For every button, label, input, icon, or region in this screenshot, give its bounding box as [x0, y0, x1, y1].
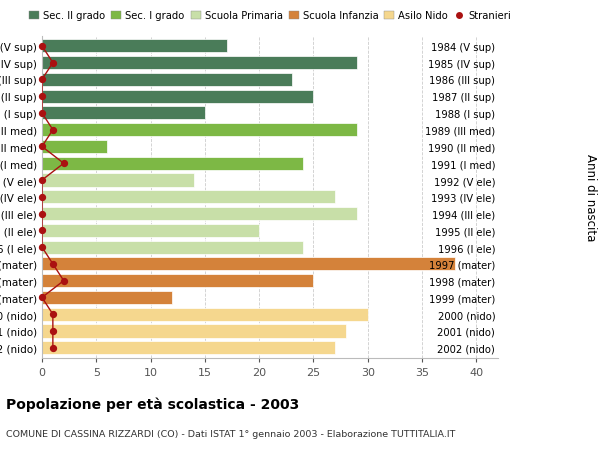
Bar	[42, 191, 335, 204]
Bar	[42, 90, 313, 103]
Point	[37, 294, 47, 302]
Bar	[42, 241, 302, 254]
Point	[37, 93, 47, 101]
Bar	[42, 107, 205, 120]
Point	[48, 328, 58, 335]
Point	[37, 227, 47, 235]
Point	[37, 210, 47, 218]
Bar	[42, 207, 357, 221]
Point	[48, 60, 58, 67]
Bar	[42, 258, 455, 271]
Bar	[42, 291, 172, 304]
Bar	[42, 74, 292, 87]
Point	[37, 144, 47, 151]
Point	[48, 344, 58, 352]
Point	[37, 244, 47, 251]
Bar	[42, 157, 302, 170]
Point	[59, 277, 68, 285]
Bar	[42, 341, 335, 354]
Bar	[42, 274, 313, 288]
Bar	[42, 174, 194, 187]
Bar	[42, 57, 357, 70]
Bar	[42, 124, 357, 137]
Point	[48, 261, 58, 268]
Point	[37, 43, 47, 50]
Text: Popolazione per età scolastica - 2003: Popolazione per età scolastica - 2003	[6, 397, 299, 412]
Point	[37, 110, 47, 118]
Bar	[42, 40, 227, 53]
Bar	[42, 325, 346, 338]
Point	[48, 127, 58, 134]
Bar	[42, 140, 107, 154]
Point	[37, 77, 47, 84]
Bar	[42, 224, 259, 237]
Text: Anni di nascita: Anni di nascita	[584, 154, 597, 241]
Point	[37, 177, 47, 185]
Point	[37, 194, 47, 201]
Text: COMUNE DI CASSINA RIZZARDI (CO) - Dati ISTAT 1° gennaio 2003 - Elaborazione TUTT: COMUNE DI CASSINA RIZZARDI (CO) - Dati I…	[6, 429, 455, 438]
Bar	[42, 308, 368, 321]
Legend: Sec. II grado, Sec. I grado, Scuola Primaria, Scuola Infanzia, Asilo Nido, Stran: Sec. II grado, Sec. I grado, Scuola Prim…	[25, 7, 515, 25]
Point	[48, 311, 58, 318]
Point	[59, 160, 68, 168]
